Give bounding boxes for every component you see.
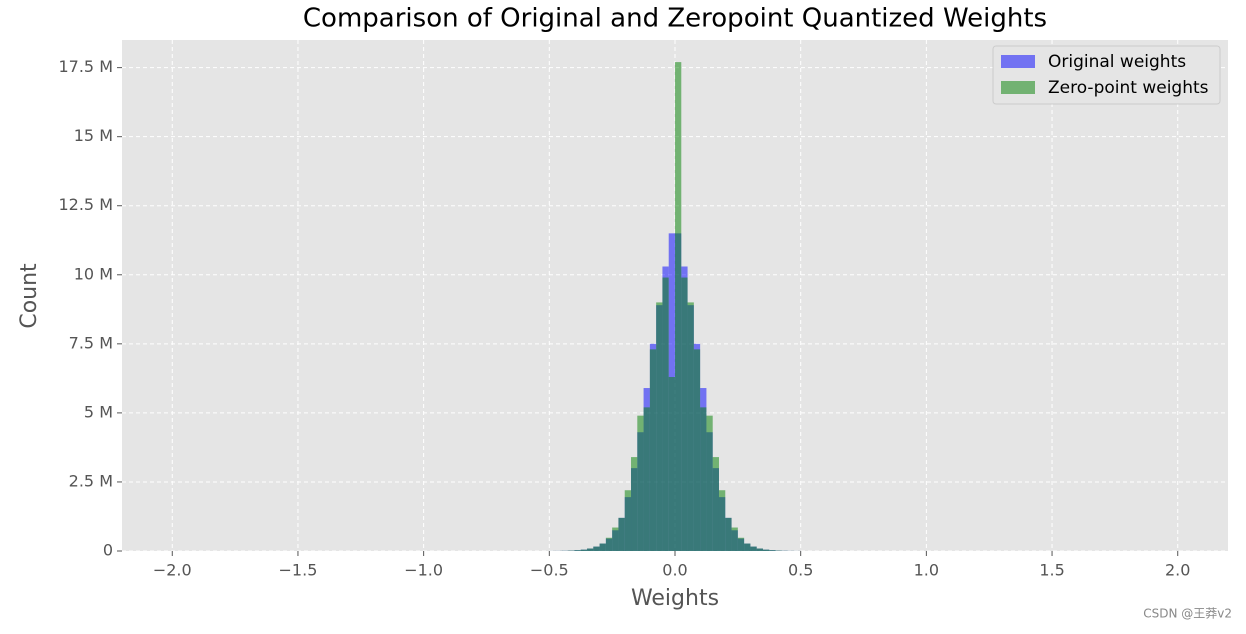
x-tick-label: 2.0 [1165,561,1190,580]
histogram-bar [574,550,580,551]
x-tick-label: 1.0 [914,561,939,580]
histogram-bar [656,302,662,551]
histogram-bar [600,544,606,551]
histogram-bar [587,549,593,551]
histogram-bar [606,538,612,551]
histogram-bar [669,377,675,551]
x-tick-label: 1.5 [1039,561,1064,580]
histogram-bar [719,490,725,551]
histogram-bar [662,278,668,551]
histogram-bar [581,550,587,551]
x-tick-label: 0.5 [788,561,813,580]
y-tick-label: 7.5 M [69,333,113,352]
y-axis-label: Count [17,263,42,329]
legend-label: Original weights [1048,52,1186,72]
histogram-bar [713,457,719,551]
x-axis-label: Weights [631,586,719,611]
x-tick-label: −1.0 [404,561,443,580]
chart-title: Comparison of Original and Zeropoint Qua… [303,4,1047,34]
histogram-bar [750,547,756,551]
histogram-bar [725,518,731,551]
histogram-bar [738,538,744,551]
y-tick-label: 17.5 M [58,57,113,76]
y-tick-label: 2.5 M [69,471,113,490]
histogram-bar [650,349,656,551]
histogram-bar [612,528,618,551]
legend-swatch [1001,81,1035,94]
histogram-bar [618,518,624,551]
y-tick-label: 0 [103,541,113,560]
histogram-bar [757,549,763,551]
histogram-bar [700,407,706,551]
histogram-bar [732,528,738,551]
y-tick-label: 12.5 M [58,195,113,214]
histogram-bar [644,407,650,551]
y-tick-label: 10 M [74,264,113,283]
x-tick-label: −0.5 [530,561,569,580]
histogram-bar [763,550,769,551]
x-tick-label: −1.5 [279,561,318,580]
legend-label: Zero-point weights [1048,78,1209,98]
histogram-bar [769,550,775,551]
watermark: CSDN @王莽v2 [1143,607,1232,621]
histogram-bar [688,302,694,551]
histogram-bar [744,544,750,551]
y-tick-label: 15 M [74,126,113,145]
histogram-bar [675,62,681,551]
histogram-bar [593,547,599,551]
histogram-bar [631,457,637,551]
x-tick-label: 0.0 [662,561,687,580]
histogram-bar [706,416,712,551]
histogram-bar [625,490,631,551]
legend-swatch [1001,55,1035,68]
histogram-bar [637,416,643,551]
histogram-bar [681,278,687,551]
histogram-bar [694,349,700,551]
x-tick-label: −2.0 [153,561,192,580]
y-tick-label: 5 M [84,402,113,421]
